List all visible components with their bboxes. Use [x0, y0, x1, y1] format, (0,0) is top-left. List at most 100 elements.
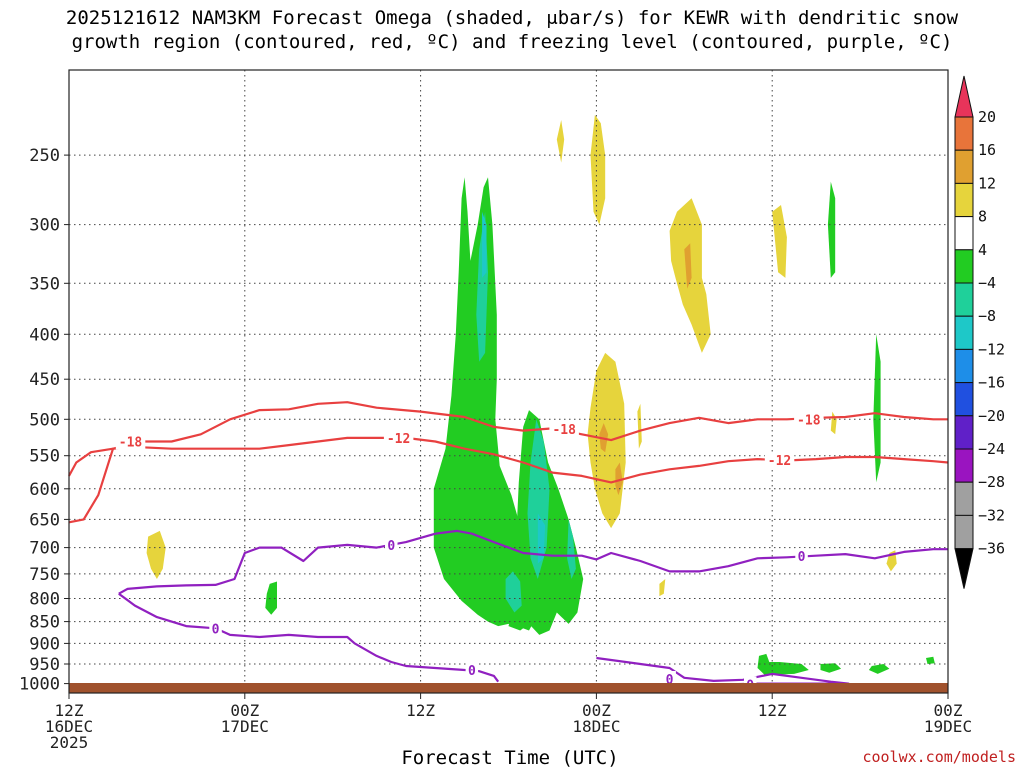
plot-frame	[68, 69, 949, 694]
omega-shade-green-6	[820, 663, 842, 673]
colorbar-label-6: −8	[978, 307, 996, 325]
y-tick-label-650: 650	[29, 510, 60, 530]
colorbar-label-1: 16	[978, 141, 996, 159]
y-tick-label-950: 950	[29, 655, 60, 675]
omega-shade-gold-2	[684, 243, 692, 289]
colorbar-label-9: −20	[978, 407, 1005, 425]
omega-shade-yellow-4	[772, 205, 787, 278]
colorbar-swatch-4	[954, 249, 974, 284]
terrain-ground	[69, 683, 948, 693]
contour-label-bg-7	[795, 548, 808, 565]
credit-text: coolwx.com/models	[862, 748, 1016, 766]
colorbar-label-11: −28	[978, 473, 1005, 491]
y-tick-label-750: 750	[29, 565, 60, 585]
omega-shade-teal-2	[505, 571, 522, 613]
colorbar-swatch-11	[954, 481, 974, 516]
contour-label-3: -12	[383, 429, 414, 447]
x-axis-label: Forecast Time (UTC)	[401, 747, 618, 768]
omega-shade-yellow-1	[590, 114, 606, 225]
y-tick-label-1000: 1000	[19, 675, 60, 695]
omega-shade-yellow-7	[146, 530, 166, 579]
y-tick-label-350: 350	[29, 274, 60, 294]
y-tick-label-600: 600	[29, 480, 60, 500]
colorbar-label-8: −16	[978, 374, 1005, 392]
x-tick-label-60-0: 00Z	[934, 701, 963, 720]
contour-label-text-6: 0	[212, 622, 220, 637]
x-tick-label-12-1: 17DEC	[221, 717, 269, 736]
contour-label-8: 0	[465, 662, 479, 679]
y-tick-label-700: 700	[29, 539, 60, 559]
contour-label-bg-6	[209, 620, 222, 637]
y-axis-ticks: 2503003504004505005506006507007508008509…	[19, 146, 69, 695]
colorbar-label-5: −4	[978, 274, 996, 292]
colorbar-swatch-3	[954, 216, 974, 251]
colorbar-label-7: −12	[978, 340, 1005, 358]
colorbar-swatch-12	[954, 514, 974, 550]
x-tick-label-48-0: 12Z	[758, 701, 787, 720]
contour-label-5: 0	[385, 536, 398, 554]
x-tick-label-36-0: 00Z	[582, 701, 611, 720]
contour-label-text-5: 0	[387, 539, 395, 554]
colorbar-swatch-7	[954, 348, 974, 384]
contour-label-bg-1	[549, 421, 579, 438]
contour-label-7: 0	[795, 548, 808, 565]
contour-line-1	[68, 436, 949, 484]
y-tick-label-250: 250	[29, 146, 60, 166]
colorbar-label-3: 8	[978, 208, 987, 226]
omega-shade-yellow-6	[637, 403, 642, 449]
contour-label-text-8: 0	[468, 664, 476, 679]
omega-shade-green-8	[926, 656, 935, 664]
colorbar-label-2: 12	[978, 174, 996, 192]
contour-label-text-1: -18	[552, 423, 576, 438]
colorbar-label-4: 4	[978, 241, 987, 259]
contour-label-bg-0	[115, 433, 146, 450]
colorbar-swatch-8	[954, 382, 974, 417]
contour-label-2: -18	[794, 411, 824, 428]
contour-label-bg-3	[383, 429, 414, 446]
omega-shade-green-5	[757, 653, 809, 676]
contour-label-text-7: 0	[798, 550, 806, 565]
colorbar-swatch-0	[954, 116, 974, 151]
contour-label-bg-2	[794, 411, 824, 428]
y-tick-label-900: 900	[29, 634, 60, 654]
contour-label-bg-4	[764, 451, 795, 468]
plot-area: -18-18-18-12-12000000	[68, 69, 949, 694]
omega-shading	[146, 114, 935, 676]
x-tick-label-0-0: 12Z	[55, 701, 84, 720]
y-tick-label-450: 450	[29, 370, 60, 390]
chart-title-line1: 2025121612 NAM3KM Forecast Omega (shaded…	[66, 7, 959, 29]
contour-label-4: -12	[764, 451, 795, 469]
y-tick-label-850: 850	[29, 613, 60, 633]
contour-label-text-2: -18	[797, 413, 821, 428]
x-tick-label-60-1: 19DEC	[924, 717, 972, 736]
omega-shade-green-7	[868, 664, 890, 674]
omega-shade-green-3	[827, 181, 836, 278]
colorbar-swatch-1	[954, 149, 974, 184]
colorbar-swatch-5	[954, 282, 974, 317]
colorbar-label-12: −32	[978, 506, 1005, 524]
colorbar-label-13: −36	[978, 540, 1005, 558]
x-tick-label-12-0: 00Z	[230, 701, 259, 720]
contour-label-text-3: -12	[387, 432, 410, 447]
contour-label-text-0: -18	[119, 436, 143, 451]
omega-shade-green-0	[433, 177, 537, 631]
y-tick-label-400: 400	[29, 325, 60, 345]
colorbar-label-0: 20	[978, 108, 996, 126]
x-tick-label-36-1: 18DEC	[572, 717, 620, 736]
omega-shade-green-4	[873, 334, 881, 483]
contour-labels: -18-18-18-12-12000000	[115, 411, 824, 693]
contour-label-0: -18	[115, 433, 146, 451]
omega-shade-cyan-1	[537, 513, 546, 564]
colorbar-bottom-arrow	[954, 548, 974, 589]
x-tick-label-24-0: 12Z	[406, 701, 435, 720]
colorbar: 20 16 12 8 4 −4 −8 −12 −16 −20 −24 −28 −32 −36	[954, 75, 1005, 589]
omega-shade-gold-1	[615, 462, 623, 496]
omega-shade-green-2	[265, 581, 277, 615]
colorbar-swatch-10	[954, 448, 974, 483]
contour-label-bg-5	[385, 536, 398, 553]
y-tick-label-500: 500	[29, 410, 60, 430]
y-tick-label-550: 550	[29, 447, 60, 467]
contour-label-text-9: 0	[666, 673, 674, 688]
